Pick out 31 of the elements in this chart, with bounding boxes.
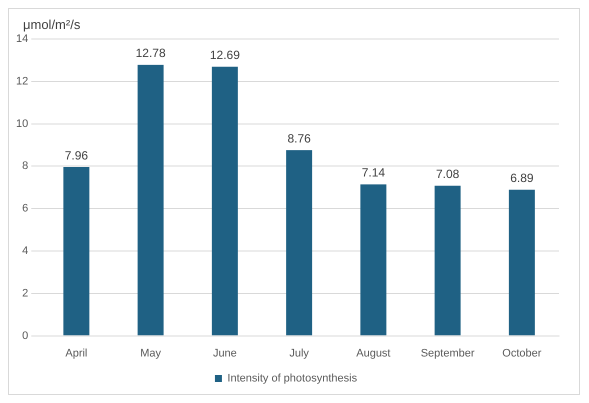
x-tick-label: July xyxy=(289,347,310,360)
x-tick-label: September xyxy=(420,347,475,360)
bar xyxy=(212,66,238,336)
x-tick-label: October xyxy=(502,347,542,360)
y-tick-label: 12 xyxy=(16,75,28,88)
bar xyxy=(434,186,461,336)
x-tick-label: August xyxy=(356,347,390,360)
legend-label: Intensity of photosynthesis xyxy=(227,372,358,385)
bar xyxy=(360,184,386,336)
y-axis-title: μmol/m²/s xyxy=(23,17,80,32)
y-tick-label: 10 xyxy=(16,118,28,130)
bar xyxy=(286,150,312,336)
y-tick-label: 14 xyxy=(16,33,28,46)
data-label: 12.78 xyxy=(136,46,166,60)
y-tick-label: 4 xyxy=(22,245,28,258)
data-label: 6.89 xyxy=(510,171,534,186)
y-tick-label: 8 xyxy=(22,160,28,172)
data-label: 12.69 xyxy=(210,48,240,62)
bar xyxy=(138,64,164,336)
y-tick-label: 0 xyxy=(22,330,28,342)
x-tick-label: June xyxy=(212,347,237,360)
y-tick-label: 2 xyxy=(22,287,28,300)
data-label: 7.08 xyxy=(436,167,460,182)
data-label: 7.96 xyxy=(64,148,88,162)
bar xyxy=(63,167,90,336)
data-label: 7.14 xyxy=(362,166,386,180)
x-tick-label: May xyxy=(140,347,162,360)
y-tick-label: 6 xyxy=(22,202,28,215)
x-tick-label: April xyxy=(65,347,88,360)
bar xyxy=(508,190,535,336)
data-label: 8.76 xyxy=(287,131,312,146)
